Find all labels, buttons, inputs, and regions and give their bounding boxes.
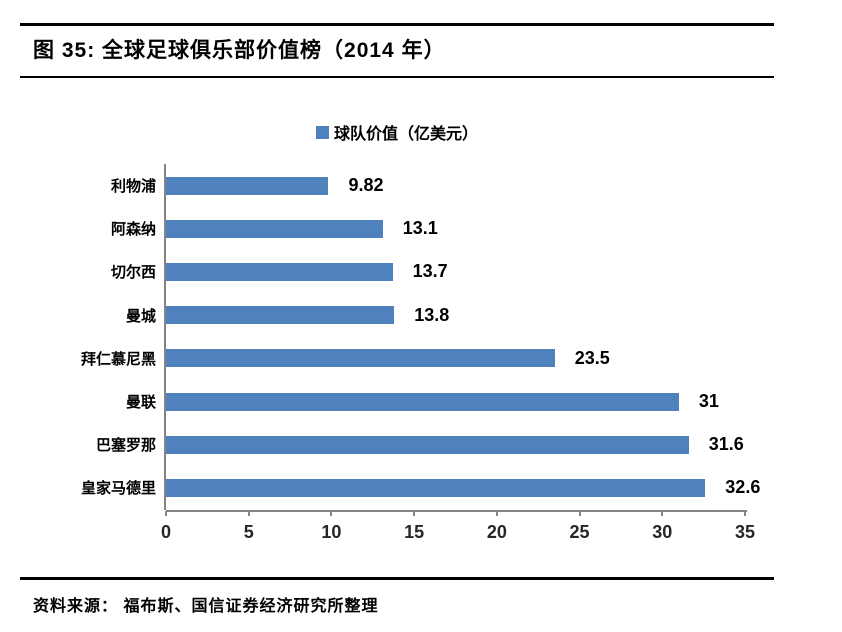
x-axis-tick [165,511,167,516]
x-axis-tick [744,511,746,516]
x-axis-tick-label: 25 [569,522,590,542]
x-axis-tick [495,511,498,516]
category-label: 拜仁慕尼黑 [80,350,156,368]
x-axis-tick [247,511,250,516]
bar-zone: 13.8 [164,293,745,337]
x-axis-tick-label: 30 [652,522,673,542]
bar-zone: 13.1 [164,207,745,251]
category-label: 皇家马德里 [80,480,156,498]
value-bar [166,349,555,368]
bar-zone: 9.82 [164,164,745,208]
value-label: 13.7 [412,261,448,282]
category-label: 阿森纳 [110,221,156,239]
x-axis-tick [413,511,416,516]
title-underline-rule [20,76,774,78]
value-bar [166,306,395,325]
bar-zone: 13.7 [164,250,745,294]
x-axis-tick-label: 0 [160,522,171,542]
x-axis-tick-label: 10 [321,522,342,542]
bar-row: 切尔西 13.7 [20,250,810,294]
figure-title: 图 35: 全球足球俱乐部价值榜（2014 年） [33,39,446,62]
value-bar [166,176,329,195]
bar-row: 巴塞罗那 31.6 [20,423,810,467]
value-label: 13.1 [402,218,438,239]
x-axis-tick [330,511,333,516]
bar-zone: 31 [164,379,745,424]
category-label: 巴塞罗那 [95,437,156,455]
category-label: 利物浦 [110,178,156,196]
x-axis-tick [578,511,581,516]
bar-row: 阿森纳 13.1 [20,207,810,251]
chart-legend: 球队价值（亿美元） [20,120,774,144]
value-bar [166,262,393,281]
value-bar [166,435,689,454]
x-axis-line [166,509,747,512]
bar-row: 利物浦 9.82 [20,164,810,208]
bar-row: 皇家马德里 32.6 [20,466,810,510]
source-note: 资料来源： 福布斯、国信证券经济研究所整理 [33,598,379,615]
x-axis-tick-label: 35 [734,522,756,542]
bar-zone: 31.6 [164,423,745,467]
x-axis-tick-label: 15 [404,522,425,542]
value-label: 31.6 [708,434,744,455]
x-axis-tick [661,511,664,516]
footer-rule [20,577,774,580]
top-rule [20,23,774,26]
x-axis-tick-label: 20 [486,522,507,542]
value-label: 9.82 [348,175,384,196]
category-label: 切尔西 [110,264,156,282]
bar-row: 曼城 13.8 [20,293,810,337]
legend-label: 球队价值（亿美元） [333,126,478,143]
bar-row: 拜仁慕尼黑 23.5 [20,336,810,380]
value-label: 31 [698,391,719,412]
value-label: 32.6 [725,477,761,498]
value-label: 23.5 [574,347,610,368]
category-label: 曼联 [125,394,156,412]
value-label: 13.8 [414,304,450,325]
category-label: 曼城 [125,307,156,325]
bar-chart-plot-area: 利物浦 9.82 阿森纳 13.1 切尔西 13.7 曼城 13.8 拜仁慕尼黑 23.5 曼联 31… [20,164,810,510]
value-bar [166,478,706,497]
value-bar [166,219,383,238]
bar-row: 曼联 31 [20,379,810,424]
x-axis-tick-label: 5 [243,522,254,542]
bar-zone: 32.6 [164,466,760,510]
bar-zone: 23.5 [164,336,745,380]
legend-swatch-icon [315,125,329,139]
value-bar [166,392,679,411]
